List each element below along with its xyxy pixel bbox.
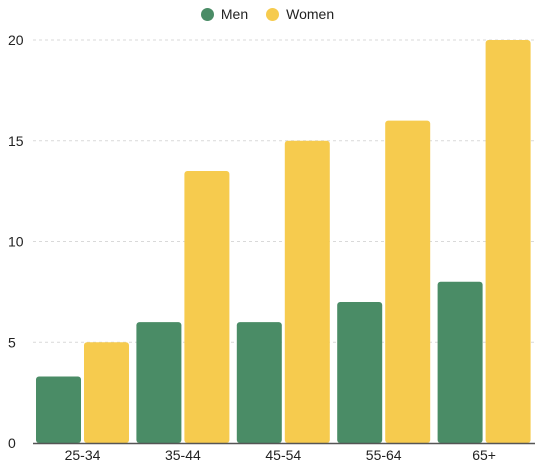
y-axis-ticks: 0 5 10 15 20 [8, 32, 24, 451]
legend-label-men: Men [220, 6, 249, 22]
y-tick-label: 20 [8, 32, 24, 48]
x-tick-label: 55-64 [366, 447, 402, 463]
y-tick-label: 10 [8, 234, 24, 250]
legend-label-women: Women [286, 6, 335, 22]
bar-women-55-64 [385, 120, 431, 443]
bar-men-35-44 [136, 322, 182, 443]
bars [36, 40, 531, 443]
bar-women-45-54 [284, 140, 330, 443]
legend-swatch-women [266, 7, 280, 21]
legend-item-men: Men [200, 6, 249, 22]
y-tick-label: 0 [8, 435, 16, 451]
y-tick-label: 5 [8, 334, 16, 350]
bar-men-25-34 [36, 376, 81, 443]
x-tick-label: 65+ [472, 447, 496, 463]
bar-women-35-44 [184, 170, 230, 443]
bar-women-25-34 [84, 342, 129, 443]
legend-swatch-men [200, 7, 214, 21]
legend: Men Women [0, 6, 535, 22]
bar-women-65+ [485, 40, 531, 443]
x-axis-ticks: 25-34 35-44 45-54 55-64 65+ [65, 447, 496, 463]
x-tick-label: 45-54 [265, 447, 301, 463]
y-tick-label: 15 [8, 133, 24, 149]
bar-men-65+ [437, 281, 483, 443]
legend-item-women: Women [266, 6, 334, 22]
x-tick-label: 35-44 [165, 447, 201, 463]
bar-men-55-64 [337, 301, 383, 443]
bar-men-45-54 [236, 322, 282, 443]
x-tick-label: 25-34 [65, 447, 101, 463]
